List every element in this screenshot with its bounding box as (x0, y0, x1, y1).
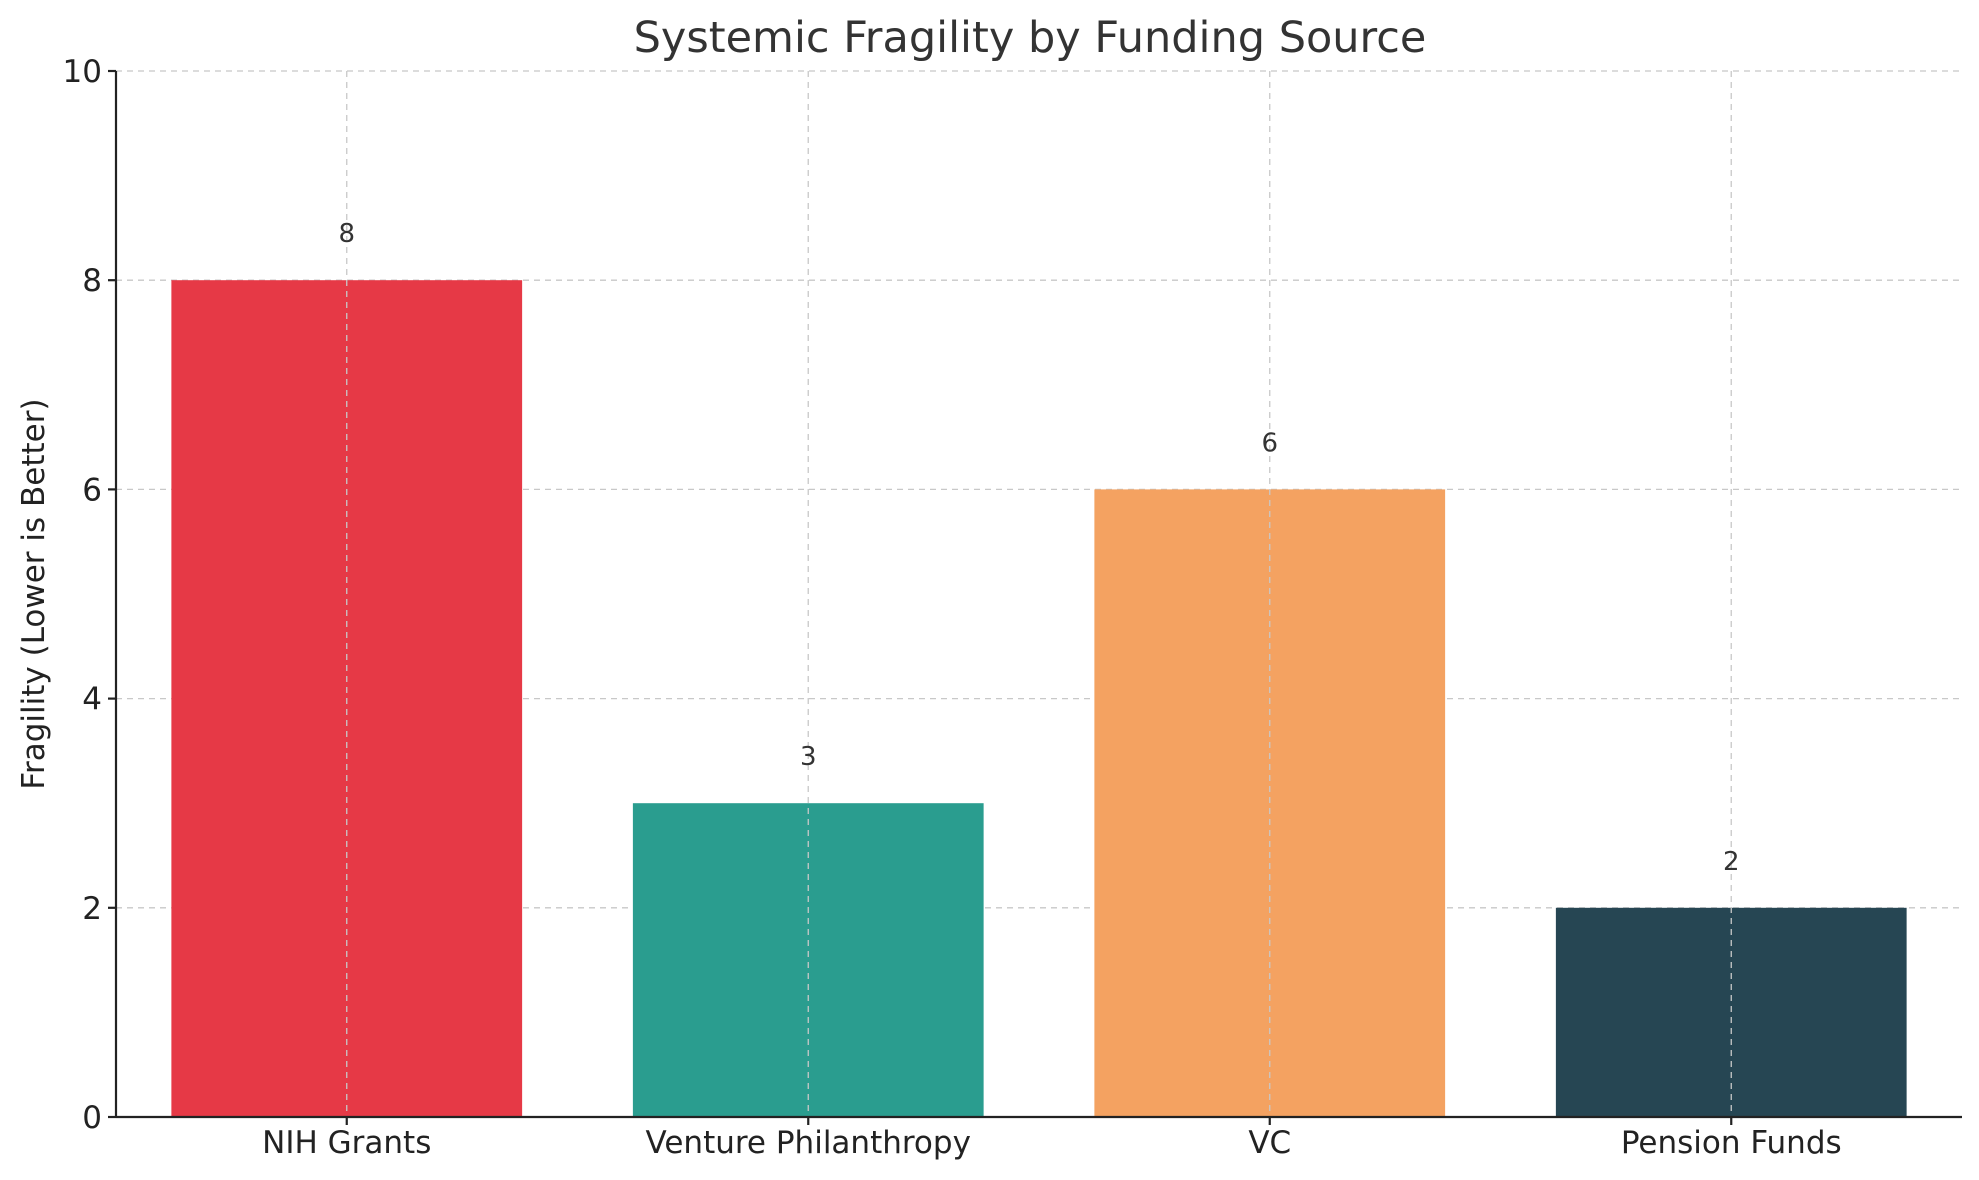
y-axis-ticks: 0 2 4 6 8 10 (63, 54, 116, 1136)
bar-value-label: 8 (338, 219, 355, 249)
x-axis-ticks: NIH Grants Venture Philanthropy VC Pension … (262, 1117, 1842, 1161)
vertical-grid-lines (346, 71, 1732, 1117)
bar-value-label: 2 (1723, 847, 1740, 877)
bar-value-label: 6 (1261, 428, 1278, 458)
bar-venture-philanthropy (632, 803, 984, 1117)
y-tick-label: 8 (82, 263, 102, 299)
x-tick-label: NIH Grants (262, 1125, 431, 1161)
bar-value-label: 3 (800, 742, 817, 772)
y-tick-label: 0 (82, 1100, 102, 1136)
chart-title: Systemic Fragility by Funding Source (634, 13, 1427, 63)
y-tick-label: 6 (82, 472, 102, 508)
x-tick-label: Pension Funds (1621, 1125, 1842, 1161)
x-tick-label: Venture Philanthropy (646, 1125, 971, 1161)
y-tick-label: 4 (82, 682, 102, 718)
x-tick-label: VC (1248, 1125, 1291, 1161)
y-tick-label: 10 (63, 54, 102, 90)
y-axis-label: Fragility (Lower is Better) (16, 398, 52, 789)
data-labels: 8 3 6 2 (338, 219, 1739, 877)
y-tick-label: 2 (82, 891, 102, 927)
